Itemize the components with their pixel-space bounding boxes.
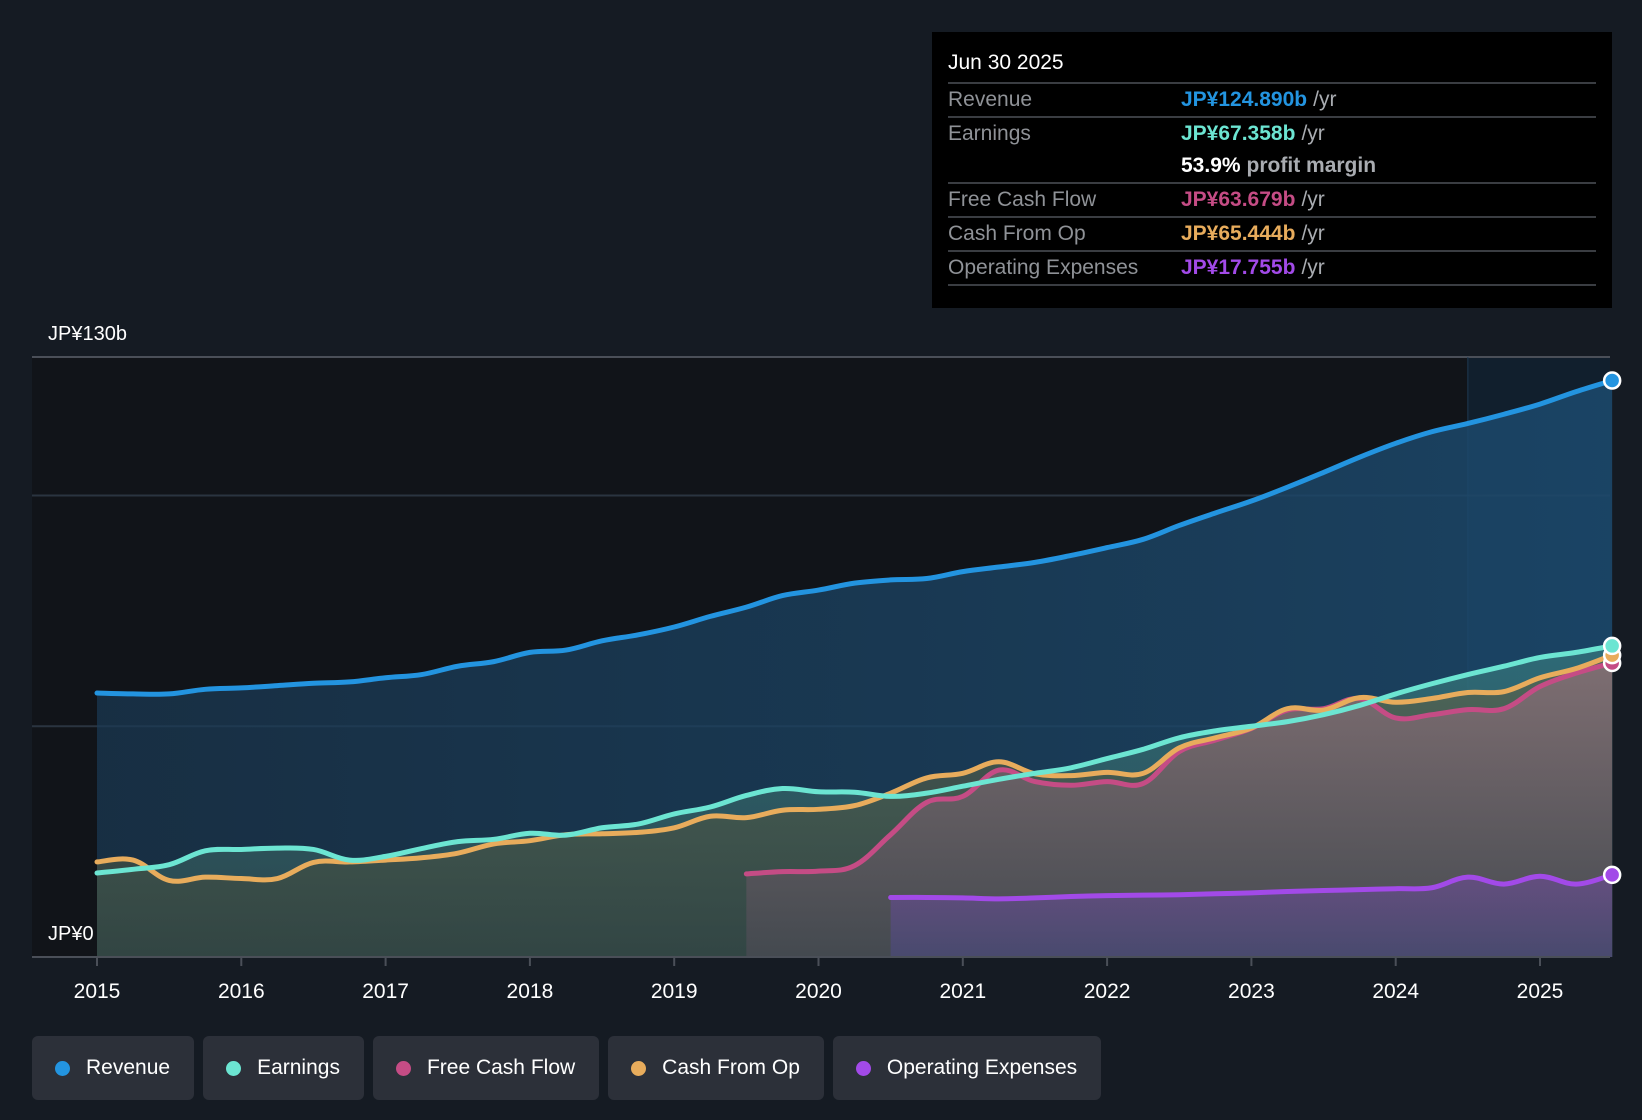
earnings-endpoint bbox=[1602, 636, 1622, 656]
legend-item-operating-expenses[interactable]: Operating Expenses bbox=[832, 1036, 1102, 1100]
y-axis-bottom-label: JP¥0 bbox=[48, 923, 94, 945]
x-tick-label: 2015 bbox=[74, 980, 121, 1003]
tooltip-row-revenue: Revenue JP¥124.890b /yr bbox=[948, 84, 1596, 118]
tooltip-label-empty bbox=[948, 150, 1181, 182]
tooltip-row-cfo: Cash From Op JP¥65.444b /yr bbox=[948, 218, 1596, 252]
tooltip-row-margin: 53.9% profit margin bbox=[948, 150, 1596, 184]
tooltip-value: JP¥63.679b bbox=[1181, 188, 1296, 211]
tooltip-label: Operating Expenses bbox=[948, 256, 1139, 279]
legend-item-revenue[interactable]: Revenue bbox=[32, 1036, 195, 1100]
free-cash-flow-dot-icon bbox=[395, 1060, 411, 1076]
legend-label: Free Cash Flow bbox=[426, 1056, 576, 1079]
operating-expenses-dot-icon bbox=[855, 1060, 871, 1076]
legend-label: Earnings bbox=[257, 1056, 340, 1079]
x-tick-label: 2023 bbox=[1228, 980, 1275, 1003]
tooltip-unit: /yr bbox=[1301, 188, 1325, 211]
tooltip-label: Cash From Op bbox=[948, 222, 1086, 245]
legend-label: Cash From Op bbox=[662, 1056, 800, 1079]
tooltip-unit: /yr bbox=[1313, 88, 1337, 111]
x-tick-label: 2021 bbox=[939, 980, 986, 1003]
free-cash-flow-area bbox=[746, 663, 1613, 957]
tooltip-row-fcf: Free Cash Flow JP¥63.679b /yr bbox=[948, 184, 1596, 218]
x-tick-label: 2022 bbox=[1084, 980, 1131, 1003]
x-tick-label: 2018 bbox=[507, 980, 554, 1003]
tooltip-label: Free Cash Flow bbox=[948, 188, 1097, 211]
tooltip-value: JP¥65.444b bbox=[1181, 222, 1296, 245]
x-tick-label: 2017 bbox=[362, 980, 409, 1003]
tooltip-value: JP¥17.755b bbox=[1181, 256, 1296, 279]
tooltip-label: Revenue bbox=[948, 88, 1033, 111]
legend: Revenue Earnings Free Cash Flow Cash Fro… bbox=[32, 1036, 1102, 1100]
x-tick-label: 2025 bbox=[1517, 980, 1564, 1003]
tooltip-unit: /yr bbox=[1301, 222, 1325, 245]
legend-item-cash-from-op[interactable]: Cash From Op bbox=[608, 1036, 824, 1100]
revenue-line bbox=[94, 378, 1615, 697]
tooltip-unit: /yr bbox=[1301, 122, 1325, 145]
revenue-endpoint bbox=[1602, 371, 1622, 390]
tooltip-label: Earnings bbox=[948, 122, 1031, 145]
tooltip-value: JP¥124.890b bbox=[1181, 88, 1308, 111]
y-axis-top-label: JP¥130b bbox=[48, 323, 127, 345]
cash-from-op-dot-icon bbox=[631, 1060, 647, 1076]
legend-label: Revenue bbox=[86, 1056, 171, 1079]
revenue-dot-icon bbox=[55, 1060, 70, 1076]
free-cash-flow-line bbox=[743, 660, 1615, 877]
tooltip-date: Jun 30 2025 bbox=[948, 46, 1596, 84]
x-tick-label: 2024 bbox=[1372, 980, 1419, 1003]
operating-expenses-line bbox=[888, 872, 1615, 902]
earnings-line bbox=[94, 643, 1615, 876]
tooltip-row-earnings: Earnings JP¥67.358b /yr bbox=[948, 118, 1596, 150]
operating-expenses-area bbox=[890, 874, 1613, 957]
profit-margin-text: profit margin bbox=[1246, 154, 1377, 177]
x-tick-label: 2016 bbox=[218, 980, 265, 1003]
operating-expenses-endpoint bbox=[1602, 865, 1622, 885]
tooltip-unit: /yr bbox=[1301, 256, 1325, 279]
earnings-dot-icon bbox=[226, 1060, 242, 1076]
legend-label: Operating Expenses bbox=[886, 1056, 1078, 1079]
tooltip: Jun 30 2025 Revenue JP¥124.890b /yr Earn… bbox=[932, 32, 1612, 308]
tooltip-value: JP¥67.358b bbox=[1181, 122, 1296, 145]
x-tick-label: 2019 bbox=[651, 980, 698, 1003]
x-tick-label: 2020 bbox=[795, 980, 842, 1003]
tooltip-row-opex: Operating Expenses JP¥17.755b /yr bbox=[948, 252, 1596, 286]
legend-item-free-cash-flow[interactable]: Free Cash Flow bbox=[372, 1036, 600, 1100]
profit-margin-value: 53.9% bbox=[1181, 154, 1241, 177]
legend-item-earnings[interactable]: Earnings bbox=[203, 1036, 364, 1100]
